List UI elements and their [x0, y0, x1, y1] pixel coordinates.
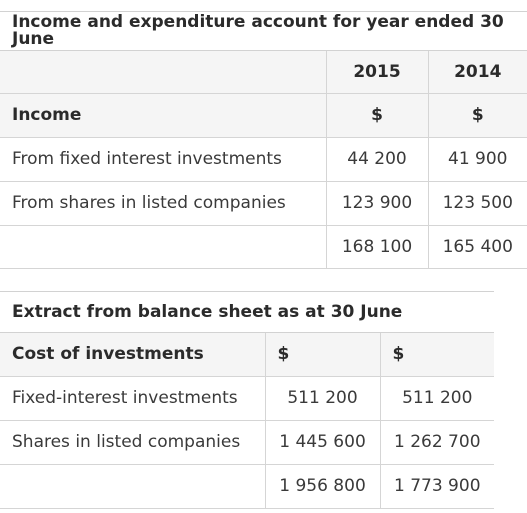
- income-expenditure-table: Income and expenditure account for year …: [0, 11, 527, 269]
- row-label: Fixed-interest investments: [0, 376, 265, 421]
- cost-header-currency-2: $: [379, 332, 494, 377]
- total-label: [0, 225, 326, 269]
- total-value-2014: 165 400: [427, 225, 527, 269]
- year-header-2015: 2015: [325, 50, 428, 94]
- cost-header-currency-1: $: [264, 332, 380, 377]
- row-value-2015: 44 200: [325, 137, 428, 182]
- row-value-1: 1 445 600: [264, 420, 380, 465]
- row-value-1: 511 200: [264, 376, 380, 421]
- balance-table-title: Extract from balance sheet as at 30 June: [0, 291, 494, 333]
- row-value-2015: 123 900: [325, 181, 428, 226]
- table-row: Shares in listed companies 1 445 600 1 2…: [0, 420, 494, 465]
- total-value-2: 1 773 900: [379, 464, 494, 509]
- total-label: [0, 464, 265, 509]
- cost-header-label: Cost of investments: [0, 332, 265, 377]
- year-header-2014: 2014: [427, 50, 527, 94]
- income-table-title: Income and expenditure account for year …: [0, 11, 527, 51]
- table-row: Fixed-interest investments 511 200 511 2…: [0, 376, 494, 421]
- row-label: Shares in listed companies: [0, 420, 265, 465]
- table-row: From fixed interest investments 44 200 4…: [0, 137, 527, 182]
- total-value-1: 1 956 800: [264, 464, 380, 509]
- row-value-2: 1 262 700: [379, 420, 494, 465]
- table-row: From shares in listed companies 123 900 …: [0, 181, 527, 226]
- row-label: From fixed interest investments: [0, 137, 326, 182]
- total-row: 1 956 800 1 773 900: [0, 464, 494, 509]
- balance-sheet-table: Extract from balance sheet as at 30 June…: [0, 291, 494, 509]
- year-header-blank: [0, 50, 326, 94]
- row-value-2014: 41 900: [427, 137, 527, 182]
- income-header-currency-2014: $: [427, 93, 527, 138]
- total-value-2015: 168 100: [325, 225, 428, 269]
- total-row: 168 100 165 400: [0, 225, 527, 269]
- row-value-2014: 123 500: [427, 181, 527, 226]
- row-value-2: 511 200: [379, 376, 494, 421]
- row-label: From shares in listed companies: [0, 181, 326, 226]
- income-header-currency-2015: $: [325, 93, 428, 138]
- income-header-label: Income: [0, 93, 326, 138]
